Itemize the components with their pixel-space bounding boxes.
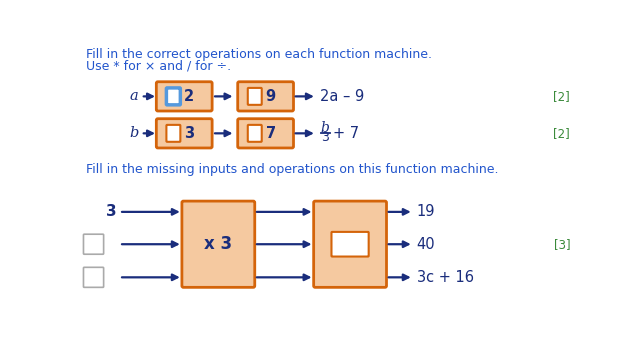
Text: 40: 40 xyxy=(417,237,435,252)
FancyBboxPatch shape xyxy=(332,232,368,257)
FancyBboxPatch shape xyxy=(167,125,180,142)
Text: 3: 3 xyxy=(322,131,329,144)
FancyBboxPatch shape xyxy=(167,88,180,105)
Text: b: b xyxy=(129,126,138,140)
Text: 3c + 16: 3c + 16 xyxy=(417,270,474,285)
Text: 3: 3 xyxy=(106,204,117,219)
Text: 7: 7 xyxy=(266,126,276,141)
Text: b: b xyxy=(321,121,330,135)
Text: 3: 3 xyxy=(185,126,194,141)
Text: 19: 19 xyxy=(417,204,435,219)
Text: 9: 9 xyxy=(266,89,276,104)
Text: Use * for × and / for ÷.: Use * for × and / for ÷. xyxy=(86,59,231,73)
FancyBboxPatch shape xyxy=(84,234,104,254)
FancyBboxPatch shape xyxy=(248,88,262,105)
FancyBboxPatch shape xyxy=(314,201,386,287)
Text: [3]: [3] xyxy=(554,238,570,251)
FancyBboxPatch shape xyxy=(156,82,212,111)
FancyBboxPatch shape xyxy=(248,125,262,142)
Text: [2]: [2] xyxy=(554,127,570,140)
FancyBboxPatch shape xyxy=(182,201,255,287)
Text: Fill in the missing inputs and operations on this function machine.: Fill in the missing inputs and operation… xyxy=(86,162,498,176)
FancyBboxPatch shape xyxy=(156,119,212,148)
Text: x 3: x 3 xyxy=(204,235,232,253)
FancyBboxPatch shape xyxy=(238,119,293,148)
Text: + 7: + 7 xyxy=(333,126,359,141)
Text: 2: 2 xyxy=(185,89,194,104)
FancyBboxPatch shape xyxy=(84,267,104,287)
Text: Fill in the correct operations on each function machine.: Fill in the correct operations on each f… xyxy=(86,48,432,61)
Text: [2]: [2] xyxy=(554,90,570,103)
FancyBboxPatch shape xyxy=(238,82,293,111)
Text: 2a – 9: 2a – 9 xyxy=(320,89,364,104)
Text: a: a xyxy=(130,89,138,103)
